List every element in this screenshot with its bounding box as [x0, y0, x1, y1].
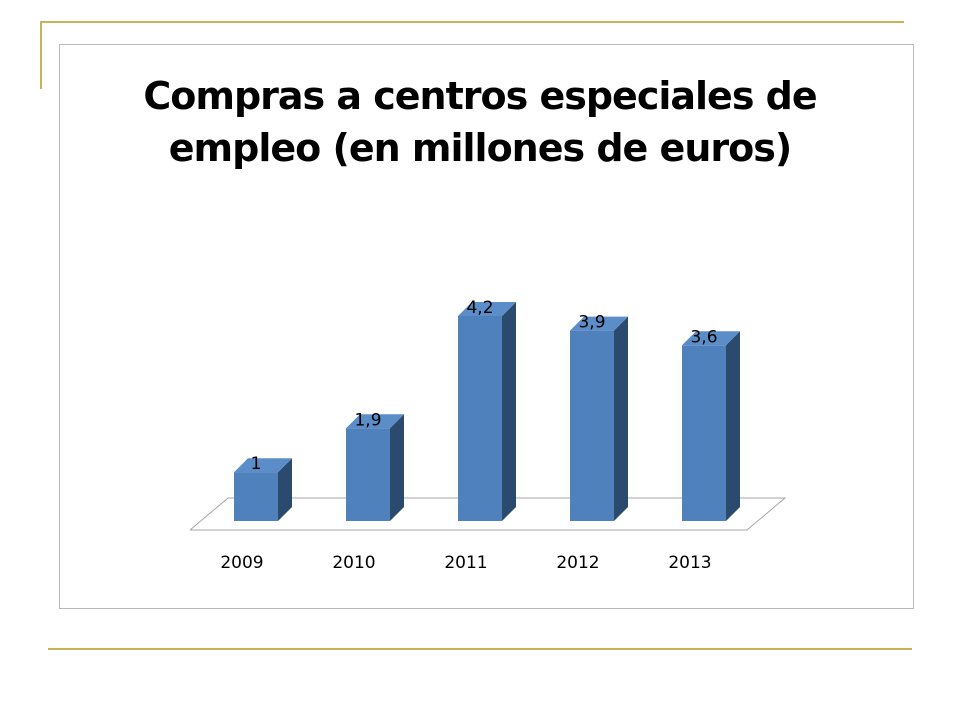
bar-2013 [682, 345, 726, 521]
data-label-2012: 3,9 [578, 313, 605, 333]
bar-2011 [458, 316, 502, 521]
bar-top-2012 [570, 316, 628, 331]
bar-side-2010 [390, 414, 404, 521]
chart-title-line-1: Compras a centros especiales de [143, 74, 817, 118]
chart-floor [189, 497, 787, 531]
bar-side-2013 [726, 331, 740, 521]
x-tick-label-2010: 2010 [332, 553, 375, 573]
bar-2009 [234, 472, 278, 521]
bar-2012 [570, 330, 614, 521]
left-accent-line [40, 21, 42, 89]
bar-side-2009 [278, 458, 292, 521]
data-label-2013: 3,6 [690, 327, 717, 347]
bar-top-2009 [234, 458, 292, 473]
x-tick-label-2009: 2009 [220, 553, 263, 573]
x-tick-label-2012: 2012 [556, 553, 599, 573]
chart-title-line-2: empleo (en millones de euros) [168, 126, 792, 170]
bar-top-2013 [682, 331, 740, 346]
bar-top-2010 [346, 414, 404, 429]
bar-side-2012 [614, 316, 628, 521]
x-tick-label-2011: 2011 [444, 553, 487, 573]
bar-side-2011 [502, 302, 516, 521]
bar-2010 [346, 428, 390, 521]
data-label-2009: 1 [251, 454, 262, 474]
data-label-2010: 1,9 [354, 410, 381, 430]
x-tick-label-2013: 2013 [668, 553, 711, 573]
top-accent-line [40, 21, 904, 23]
chart-title: Compras a centros especiales de empleo (… [0, 70, 960, 174]
bottom-accent-line [48, 648, 912, 650]
data-label-2011: 4,2 [466, 298, 493, 318]
bar-top-2011 [458, 302, 516, 316]
